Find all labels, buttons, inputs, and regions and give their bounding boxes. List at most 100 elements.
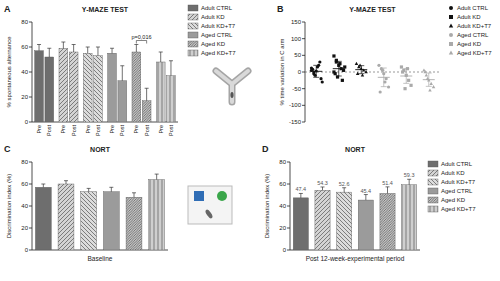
error-bar: [155, 174, 159, 180]
title: NORT: [90, 146, 111, 153]
bar: [380, 193, 395, 250]
legend-label: Adult KD+T7: [201, 23, 236, 29]
maze-icon: [216, 71, 248, 102]
error-bar: [134, 45, 138, 53]
bar: [293, 198, 308, 250]
error-stem: [383, 68, 384, 87]
error-cap: [72, 44, 76, 45]
data-label: 54.3: [317, 180, 328, 186]
y-tick: [287, 206, 290, 207]
error-stem: [428, 73, 429, 86]
legend-marker: [449, 51, 453, 55]
plot-marks: [35, 174, 164, 250]
y-tick: [302, 105, 305, 106]
object-square: [194, 191, 204, 201]
bar: [69, 52, 78, 122]
error-stem: [111, 187, 112, 191]
error-stem: [88, 188, 89, 191]
error-cap: [364, 194, 368, 195]
x-tick-label: Pre: [133, 125, 139, 134]
arena-icon: [188, 186, 232, 224]
error-bar: [169, 61, 173, 76]
y-tick-label: 80: [279, 159, 286, 165]
y-axis-label: Discrimination index (%): [264, 174, 270, 239]
error-bar: [72, 45, 76, 53]
y-tick-label: 150: [291, 19, 302, 25]
error-stem: [316, 65, 317, 77]
y-tick: [29, 184, 32, 185]
legend-label: Aged CTRL: [441, 188, 473, 194]
point: [332, 70, 335, 73]
mouse-icon: [230, 92, 233, 98]
y-axis-label: Discrimination index (%): [6, 174, 12, 239]
legend-label: Adult CTRL: [201, 5, 233, 11]
point: [318, 60, 321, 63]
error-cap: [134, 44, 138, 45]
error-stem: [122, 66, 123, 81]
legend-label: Adult KD: [441, 170, 465, 176]
y-tick: [29, 250, 32, 251]
panel-label: D: [262, 144, 269, 154]
error-bar: [110, 48, 114, 53]
legend-label: Aged CTRL: [201, 32, 233, 38]
annotation: p=0,016: [131, 34, 151, 40]
bar: [126, 197, 142, 250]
x-axis: [290, 250, 420, 251]
x-axis: [32, 250, 168, 251]
data-label: 59.3: [404, 172, 415, 178]
error-cap: [41, 184, 45, 185]
error-bar: [426, 73, 432, 86]
y-tick-label: -100: [289, 102, 302, 108]
legend-swatch: [428, 206, 438, 212]
legend-label: Adult KD: [201, 14, 225, 20]
error-stem: [409, 179, 410, 185]
legend-marker: [449, 42, 453, 46]
error-stem: [170, 61, 171, 76]
bar: [81, 192, 97, 250]
y-tick: [302, 122, 305, 123]
bar: [358, 200, 373, 250]
error-bar: [364, 195, 368, 201]
error-stem: [136, 45, 137, 53]
error-bar: [109, 187, 113, 191]
point: [355, 62, 359, 65]
y-tick-label: 0: [298, 69, 302, 75]
bar: [58, 184, 74, 250]
error-cap: [381, 86, 387, 87]
error-stem: [406, 69, 407, 84]
error-bar: [342, 188, 346, 192]
error-cap: [159, 52, 163, 53]
y-tick: [302, 38, 305, 39]
y-tick-label: 40: [279, 203, 286, 209]
y-tick-label: 0: [25, 119, 29, 125]
error-cap: [336, 61, 342, 62]
y-tick-label: 40: [21, 203, 28, 209]
y-tick: [287, 162, 290, 163]
error-cap: [109, 187, 113, 188]
legend-swatch: [428, 188, 438, 194]
error-cap: [299, 193, 303, 194]
error-cap: [407, 179, 411, 180]
legend-swatch: [188, 14, 198, 20]
error-cap: [110, 48, 114, 49]
y-tick-label: 60: [21, 44, 28, 50]
error-stem: [97, 47, 98, 56]
y-tick-label: 80: [21, 159, 28, 165]
y-tick-label: -50: [292, 86, 301, 92]
legend-label: Aged KD: [441, 197, 466, 203]
error-stem: [160, 52, 161, 62]
x-axis: [32, 122, 178, 123]
y-tick: [29, 47, 32, 48]
error-cap: [145, 88, 149, 89]
point: [429, 82, 433, 85]
point: [379, 90, 382, 93]
error-stem: [300, 193, 301, 197]
legend-label: Aged KD+T7: [457, 50, 492, 56]
legend-label: Aged KD: [457, 41, 482, 47]
y-tick: [287, 250, 290, 251]
y-tick: [302, 22, 305, 23]
bar: [315, 190, 330, 250]
error-bar: [96, 47, 100, 56]
point: [343, 65, 346, 68]
error-bar: [132, 193, 136, 197]
